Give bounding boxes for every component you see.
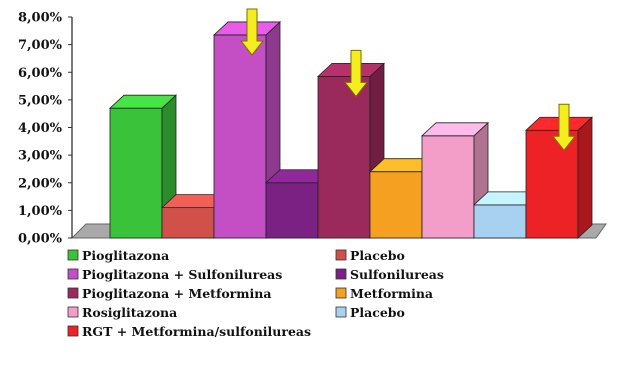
legend-label: Placebo <box>350 248 405 263</box>
bar <box>420 121 490 239</box>
legend-label: RGT + Metformina/sulfonilureas <box>82 324 311 339</box>
legend-label: Sulfonilureas <box>350 267 444 282</box>
y-tick-label: 1,00% <box>18 204 63 219</box>
legend-item: Placebo <box>335 305 405 320</box>
bar-front <box>525 129 579 239</box>
legend-swatch <box>335 249 347 261</box>
bar-front <box>109 107 163 239</box>
y-tick-label: 4,00% <box>18 121 63 136</box>
down-arrow-icon <box>343 49 369 98</box>
y-tick-label: 8,00% <box>18 11 63 26</box>
bar-front <box>317 75 371 239</box>
legend-label: Pioglitazona + Metformina <box>82 286 271 301</box>
bar <box>524 116 594 239</box>
legend-item: Sulfonilureas <box>335 267 444 282</box>
legend-swatch <box>67 287 79 299</box>
legend-swatch <box>67 325 79 337</box>
y-tick-label: 5,00% <box>18 93 63 108</box>
legend-item: Metformina <box>335 286 433 301</box>
bar-front <box>369 171 423 239</box>
legend-item: RGT + Metformina/sulfonilureas <box>67 324 311 339</box>
legend-swatch <box>67 268 79 280</box>
legend-label: Pioglitazona <box>82 248 169 263</box>
bar-front <box>265 182 319 239</box>
y-tick-label: 7,00% <box>18 38 63 53</box>
legend-swatch <box>335 268 347 280</box>
bar-front <box>473 204 527 239</box>
y-tick-label: 2,00% <box>18 176 63 191</box>
legend-label: Rosiglitazona <box>82 305 177 320</box>
legend-swatch <box>335 306 347 318</box>
legend-label: Metformina <box>350 286 433 301</box>
legend-item: Pioglitazona + Sulfonilureas <box>67 267 282 282</box>
legend-item: Placebo <box>335 248 405 263</box>
bar-front <box>161 207 215 239</box>
legend-swatch <box>335 287 347 299</box>
legend-label: Placebo <box>350 305 405 320</box>
bar-side <box>577 116 593 239</box>
bar-front <box>421 135 475 239</box>
bar-top <box>420 122 490 137</box>
legend-item: Pioglitazona <box>67 248 169 263</box>
bar <box>108 94 178 239</box>
y-tick-label: 6,00% <box>18 66 63 81</box>
y-tick-label: 0,00% <box>18 232 63 247</box>
y-tick-label: 3,00% <box>18 149 63 164</box>
bar-top <box>108 94 178 109</box>
legend-swatch <box>67 249 79 261</box>
bar-front <box>213 34 267 239</box>
legend-swatch <box>67 306 79 318</box>
down-arrow-icon <box>239 8 265 56</box>
bar <box>472 190 542 239</box>
legend-label: Pioglitazona + Sulfonilureas <box>82 267 282 282</box>
legend-item: Rosiglitazona <box>67 305 177 320</box>
legend-item: Pioglitazona + Metformina <box>67 286 271 301</box>
down-arrow-icon <box>551 103 577 152</box>
